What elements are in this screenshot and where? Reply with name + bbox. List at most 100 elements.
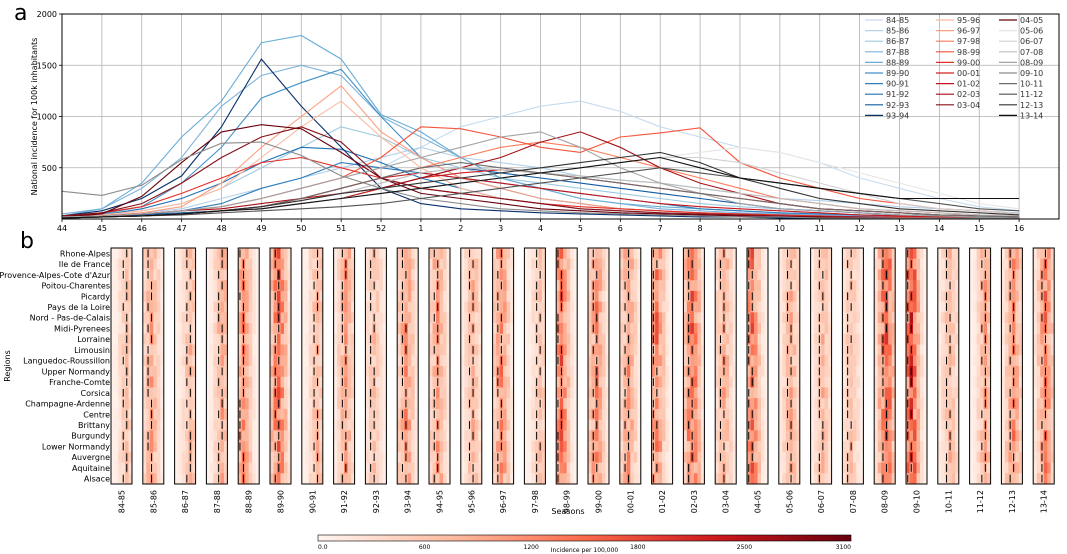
heatmap-cell xyxy=(284,366,288,378)
heatmap-cell xyxy=(446,312,451,324)
heatmap-cell xyxy=(874,312,878,324)
heatmap-cell xyxy=(630,366,635,378)
heatmap-cell xyxy=(492,344,497,356)
heatmap-cell xyxy=(948,301,953,313)
heatmap-cell xyxy=(174,473,179,485)
heatmap-cell xyxy=(128,333,133,345)
heatmap-cell xyxy=(192,312,196,324)
heatmap-cell xyxy=(1004,376,1009,388)
heatmap-cell xyxy=(439,441,444,453)
heatmap-cell xyxy=(188,248,193,260)
heatmap-cell xyxy=(160,366,165,378)
heatmap-cell xyxy=(633,248,638,260)
heatmap-cell xyxy=(541,441,546,453)
heatmap-cell xyxy=(700,430,705,442)
season-panel-94-95 xyxy=(428,247,451,485)
heatmap-cell xyxy=(252,344,256,356)
heatmap-cell xyxy=(474,258,479,270)
heatmap-cell xyxy=(563,430,567,442)
heatmap-cell xyxy=(566,430,571,442)
heatmap-cell xyxy=(128,355,133,367)
heatmap-cell xyxy=(920,323,924,335)
heatmap-cell xyxy=(118,355,122,367)
season-panel-08-09 xyxy=(873,247,896,485)
heatmap-cell xyxy=(351,473,355,485)
heatmap-cell xyxy=(602,344,606,356)
heatmap-cell xyxy=(375,419,380,431)
heatmap-cell xyxy=(1011,387,1016,399)
heatmap-cell xyxy=(443,430,447,442)
heatmap-cell xyxy=(142,248,147,260)
heatmap-cell xyxy=(658,248,663,260)
heatmap-cell xyxy=(1033,366,1037,378)
heatmap-cell xyxy=(347,280,352,292)
heatmap-cell xyxy=(987,462,991,474)
heatmap-cell xyxy=(496,333,500,345)
heatmap-cell xyxy=(464,323,469,335)
heatmap-cell xyxy=(563,398,567,410)
heatmap-cell xyxy=(503,408,507,420)
heatmap-cell xyxy=(492,280,497,292)
heatmap-cell xyxy=(216,280,221,292)
heatmap-cell xyxy=(955,473,960,485)
heatmap-cell xyxy=(223,312,228,324)
heatmap-cell xyxy=(881,408,885,420)
heatmap-cell xyxy=(308,398,313,410)
heatmap-cell xyxy=(284,323,288,335)
heatmap-cell xyxy=(923,312,928,324)
heatmap-cell xyxy=(125,355,129,367)
heatmap-cell xyxy=(669,473,673,485)
heatmap-cell xyxy=(404,355,408,367)
heatmap-cell xyxy=(856,258,861,270)
heatmap-cell xyxy=(633,398,638,410)
heatmap-cell xyxy=(849,398,854,410)
heatmap-cell xyxy=(891,248,896,260)
heatmap-cell xyxy=(845,301,850,313)
legend-entry: 91-92 xyxy=(886,90,909,99)
heatmap-cell xyxy=(619,355,624,367)
heatmap-cell xyxy=(1018,430,1023,442)
heatmap-cell xyxy=(669,312,673,324)
heatmap-cell xyxy=(814,419,818,431)
heatmap-cell xyxy=(541,376,546,388)
heatmap-cell xyxy=(792,419,797,431)
heatmap-cell xyxy=(923,323,928,335)
heatmap-cell xyxy=(856,441,861,453)
heatmap-cell xyxy=(365,376,370,388)
heatmap-cell xyxy=(778,269,783,281)
heatmap-cell xyxy=(245,290,249,302)
heatmap-cell xyxy=(496,408,500,420)
heatmap-cell xyxy=(591,312,596,324)
heatmap-cell xyxy=(206,280,211,292)
heatmap-cell xyxy=(778,408,783,420)
heatmap-cell xyxy=(531,248,536,260)
heatmap-cell xyxy=(630,355,635,367)
heatmap-cell xyxy=(1043,290,1048,302)
heatmap-cell xyxy=(1018,473,1023,485)
heatmap-cell xyxy=(467,290,472,302)
heatmap-cell xyxy=(503,323,507,335)
heatmap-cell xyxy=(411,376,415,388)
heatmap-cell xyxy=(315,355,320,367)
heatmap-cell xyxy=(436,430,440,442)
heatmap-cell xyxy=(725,280,730,292)
heatmap-cell xyxy=(761,419,765,431)
heatmap-cell xyxy=(178,451,182,463)
heatmap-cell xyxy=(683,323,688,335)
heatmap-cell xyxy=(852,462,857,474)
heatmap-cell xyxy=(284,290,288,302)
heatmap-cell xyxy=(375,430,380,442)
heatmap-cell xyxy=(626,451,631,463)
heatmap-cell xyxy=(969,451,974,463)
heatmap-cell xyxy=(527,387,532,399)
heatmap-cell xyxy=(351,355,355,367)
heatmap-cell xyxy=(669,451,673,463)
heatmap-cell xyxy=(637,462,642,474)
heatmap-cell xyxy=(729,398,733,410)
heatmap-cell xyxy=(174,323,179,335)
heatmap-cell xyxy=(891,462,896,474)
heatmap-cell xyxy=(340,387,345,399)
heatmap-cell xyxy=(280,344,285,356)
heatmap-cell xyxy=(213,430,218,442)
heatmap-cell xyxy=(365,258,370,270)
